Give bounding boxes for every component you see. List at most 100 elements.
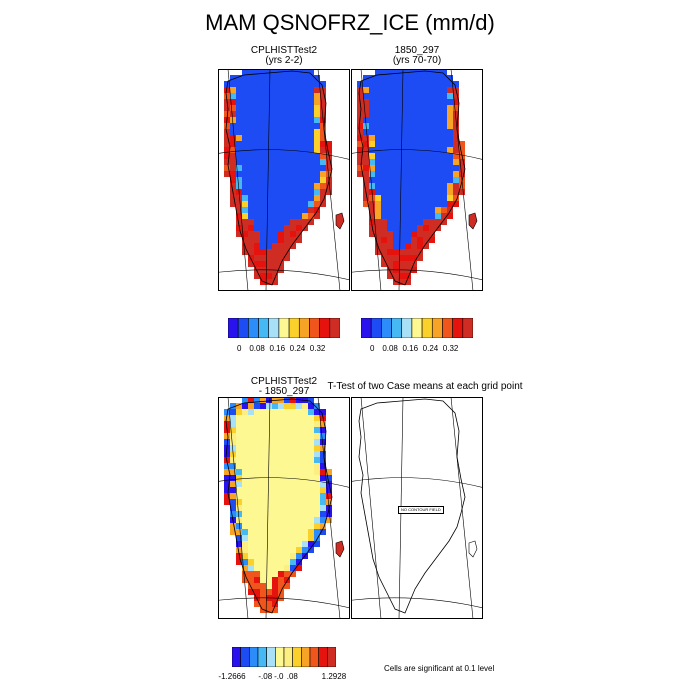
grid-cell — [260, 195, 266, 201]
grid-cell — [320, 141, 326, 147]
grid-cell — [387, 153, 393, 159]
grid-cell — [242, 69, 248, 75]
grid-cell — [254, 195, 260, 201]
colorbar-tick-label: -1.2666 — [218, 672, 246, 681]
grid-cell — [320, 433, 326, 439]
grid-cell — [429, 225, 435, 231]
grid-cell — [441, 165, 447, 171]
grid-cell — [363, 153, 369, 159]
grid-cell — [302, 499, 308, 505]
colorbar-top-right — [361, 318, 473, 338]
grid-cell — [363, 81, 369, 87]
grid-cell — [296, 189, 302, 195]
grid-cell — [266, 165, 272, 171]
grid-cell — [441, 123, 447, 129]
grid-cell — [459, 165, 465, 171]
grid-cell — [230, 475, 236, 481]
grid-cell — [224, 439, 230, 445]
colorbar-box — [431, 318, 443, 338]
grid-cell — [308, 415, 314, 421]
grid-cell — [260, 105, 266, 111]
grid-cell — [230, 111, 236, 117]
grid-cell — [326, 517, 332, 523]
colorbar-tick-label: .08 — [286, 672, 298, 681]
grid-cell — [236, 421, 242, 427]
grid-cell — [308, 153, 314, 159]
grid-cell — [296, 135, 302, 141]
grid-cell — [248, 481, 254, 487]
grid-cell — [387, 171, 393, 177]
grid-cell — [290, 159, 296, 165]
grid-cell — [393, 279, 399, 285]
grid-cell — [417, 183, 423, 189]
grid-cell — [254, 583, 260, 589]
grid-cell — [296, 439, 302, 445]
grid-cell — [266, 487, 272, 493]
grid-cell — [260, 177, 266, 183]
grid-cell — [363, 75, 369, 81]
grid-cell — [224, 475, 230, 481]
grid-cell — [290, 189, 296, 195]
grid-cell — [242, 451, 248, 457]
grid-cell — [260, 255, 266, 261]
grid-cell — [266, 237, 272, 243]
grid-cell — [278, 415, 284, 421]
grid-cell — [254, 237, 260, 243]
grid-cell — [254, 123, 260, 129]
grid-cell — [284, 463, 290, 469]
grid-cell — [423, 123, 429, 129]
grid-cell — [302, 511, 308, 517]
grid-cell — [266, 81, 272, 87]
grid-cell — [447, 87, 453, 93]
grid-cell — [411, 267, 417, 273]
grid-cell — [242, 409, 248, 415]
grid-cell — [290, 243, 296, 249]
grid-cell — [278, 505, 284, 511]
grid-cell — [308, 451, 314, 457]
grid-cell — [423, 195, 429, 201]
grid-cell — [266, 511, 272, 517]
grid-cell — [296, 445, 302, 451]
grid-cell — [266, 99, 272, 105]
grid-cell — [284, 219, 290, 225]
grid-cell — [260, 231, 266, 237]
grid-cell — [387, 189, 393, 195]
grid-cell — [272, 237, 278, 243]
grid-cell — [453, 111, 459, 117]
grid-cell — [411, 243, 417, 249]
grid-cell — [302, 201, 308, 207]
grid-cell — [326, 165, 332, 171]
grid-cell — [314, 481, 320, 487]
grid-cell — [278, 439, 284, 445]
grid-cell — [326, 141, 332, 147]
grid-cell — [224, 81, 230, 87]
grid-cell — [254, 547, 260, 553]
grid-cell — [405, 237, 411, 243]
grid-cell — [260, 583, 266, 589]
grid-cell — [266, 493, 272, 499]
grid-cell — [272, 421, 278, 427]
grid-cell — [290, 177, 296, 183]
grid-cell — [290, 237, 296, 243]
grid-cell — [435, 135, 441, 141]
grid-cell — [260, 135, 266, 141]
grid-cell — [278, 517, 284, 523]
grid-cell — [308, 135, 314, 141]
grid-cell — [296, 493, 302, 499]
grid-cell — [272, 93, 278, 99]
grid-cell — [435, 189, 441, 195]
grid-cell — [326, 487, 332, 493]
grid-cell — [411, 123, 417, 129]
grid-cell — [314, 177, 320, 183]
grid-cell — [320, 457, 326, 463]
grid-cell — [266, 553, 272, 559]
grid-cell — [278, 469, 284, 475]
grid-cell — [399, 75, 405, 81]
grid-cell — [399, 141, 405, 147]
grid-cell — [236, 511, 242, 517]
grid-cell — [242, 577, 248, 583]
grid-cell — [266, 159, 272, 165]
colorbar-box — [329, 318, 340, 338]
grid-cell — [266, 409, 272, 415]
grid-cell — [284, 189, 290, 195]
